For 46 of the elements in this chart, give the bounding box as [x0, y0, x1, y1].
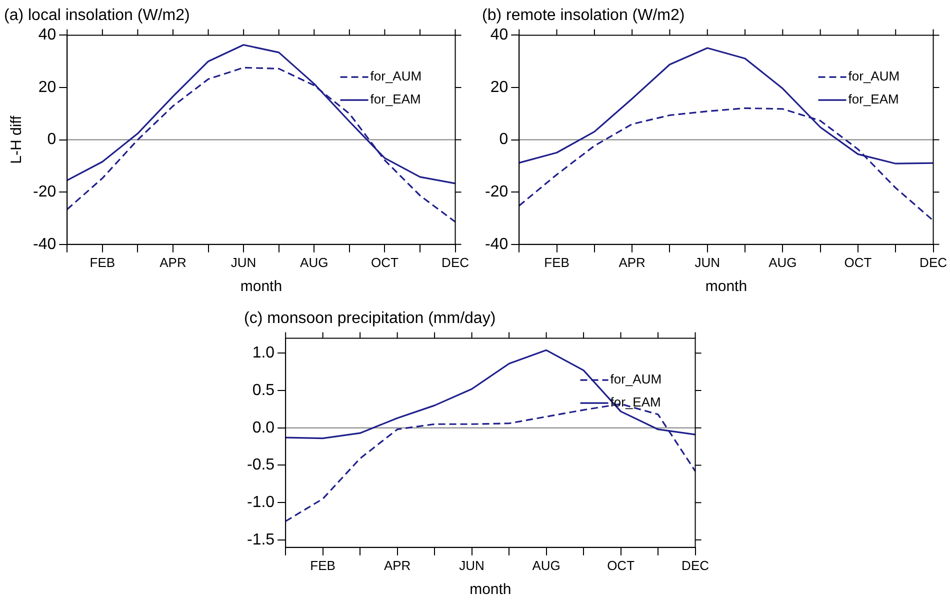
chart-title: (a) local insolation (W/m2) — [4, 7, 190, 24]
y-tick-label: 0.0 — [252, 419, 275, 436]
y-tick-label: 40 — [38, 26, 56, 44]
y-tick-label: 0.5 — [252, 382, 275, 399]
y-tick-label: 40 — [490, 26, 508, 44]
y-tick-label: -1.5 — [246, 531, 275, 548]
x-tick-label: FEB — [544, 254, 570, 270]
x-tick-label: FEB — [310, 558, 336, 573]
y-tick-label: -40 — [485, 236, 508, 253]
x-axis-title: month — [470, 581, 512, 598]
legend-label: for_AUM — [848, 68, 900, 84]
y-tick-label: -0.5 — [246, 456, 275, 474]
chart-title: (c) monsoon precipitation (mm/day) — [244, 310, 496, 328]
x-tick-label: OCT — [607, 558, 635, 573]
x-tick-label: FEB — [90, 254, 116, 270]
y-axis-title: L-H diff — [8, 114, 26, 164]
x-tick-label: APR — [618, 254, 646, 270]
x-tick-label: JUN — [459, 558, 484, 573]
y-tick-label: 1.0 — [252, 344, 275, 362]
y-tick-label: -40 — [33, 236, 56, 253]
legend-label: for_AUM — [610, 372, 662, 387]
legend-label: for_EAM — [370, 92, 421, 107]
x-tick-label: APR — [384, 558, 411, 573]
y-tick-label: 20 — [490, 78, 508, 96]
x-tick-label: DEC — [442, 254, 470, 270]
x-tick-label: JUN — [230, 254, 256, 270]
x-tick-label: DEC — [920, 254, 948, 270]
y-tick-label: -1.0 — [246, 494, 275, 511]
legend-label: for_AUM — [370, 68, 422, 84]
legend-label: for_EAM — [848, 92, 899, 107]
y-tick-label: 20 — [38, 78, 56, 96]
y-tick-label: 0 — [47, 131, 56, 148]
x-tick-label: DEC — [682, 558, 710, 573]
x-tick-label: AUG — [300, 254, 328, 270]
y-tick-label: 0 — [499, 131, 508, 148]
x-tick-label: AUG — [532, 558, 560, 573]
chart-title: (b) remote insolation (W/m2) — [482, 7, 685, 24]
y-tick-label: -20 — [485, 184, 508, 201]
x-tick-label: JUN — [694, 254, 720, 270]
y-tick-label: -20 — [33, 184, 56, 201]
x-tick-label: AUG — [768, 254, 797, 270]
x-axis-title: month — [705, 278, 748, 296]
x-tick-label: OCT — [370, 254, 398, 270]
x-tick-label: OCT — [844, 254, 872, 270]
x-axis-title: month — [240, 278, 282, 296]
x-tick-label: APR — [160, 254, 186, 270]
